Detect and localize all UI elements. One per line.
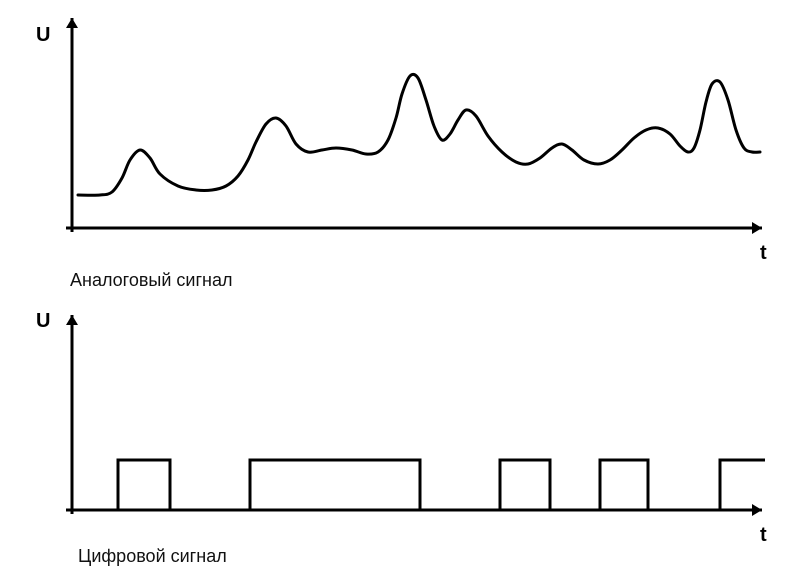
digital-chart bbox=[0, 0, 800, 583]
digital-y-axis-label: U bbox=[36, 310, 50, 333]
digital-caption: Цифровой сигнал bbox=[78, 546, 227, 567]
digital-x-axis-label: t bbox=[760, 524, 767, 547]
digital-signal-path bbox=[78, 460, 765, 510]
signal-diagrams: U t Аналоговый сигнал U t Цифровой сигна… bbox=[0, 0, 800, 583]
